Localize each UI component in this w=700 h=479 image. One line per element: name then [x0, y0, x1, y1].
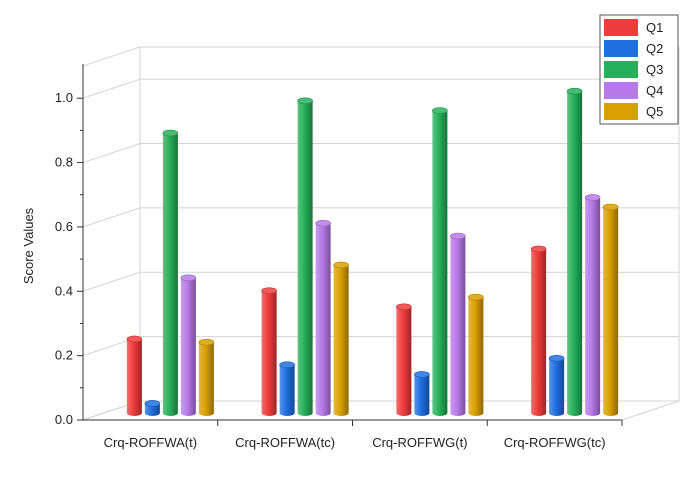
x-tick-label: Crq-ROFFWG(t) — [372, 435, 467, 450]
bar-q4-3 — [450, 232, 466, 416]
legend-swatch-q5 — [604, 103, 638, 120]
bar-body — [198, 342, 214, 416]
bar-body — [567, 91, 583, 416]
bar-cap — [279, 361, 295, 369]
bar-q2-4 — [548, 354, 565, 416]
legend-swatch-q4 — [604, 82, 638, 99]
bar-q2-2 — [279, 361, 295, 416]
bar-q3-2 — [297, 97, 313, 416]
grid-line-side — [82, 271, 141, 292]
bar-q3-1 — [162, 129, 179, 416]
bar-cap — [261, 287, 277, 295]
bar-cap — [180, 274, 197, 282]
bar-body — [531, 248, 547, 416]
bar-body — [432, 110, 448, 416]
bar-body — [468, 297, 484, 416]
bar-q3-3 — [432, 107, 448, 416]
bar-cap — [126, 335, 143, 343]
bar-body — [162, 133, 178, 416]
legend-label-q2: Q2 — [646, 41, 663, 56]
y-tick-label: 0.6 — [55, 219, 73, 234]
y-tick-label: 0.0 — [55, 412, 73, 427]
legend-label-q5: Q5 — [646, 104, 663, 119]
bar-series — [126, 87, 619, 416]
bar-q3-4 — [566, 87, 583, 416]
x-tick-label: Crq-ROFFWG(tc) — [504, 435, 606, 450]
bar-cap — [144, 400, 161, 407]
bar-cap — [548, 354, 565, 362]
bar-body — [450, 236, 466, 416]
bar-body — [279, 364, 295, 416]
x-tick-label: Crq-ROFFWA(tc) — [235, 435, 335, 450]
bar-cap — [333, 261, 349, 269]
bar-body — [396, 306, 412, 416]
bar-q5-1 — [198, 338, 215, 416]
bar-body — [126, 338, 142, 416]
legend-swatch-q1 — [604, 19, 638, 36]
bar-q4-1 — [180, 274, 197, 416]
bar-body — [315, 223, 331, 416]
legend-swatch-q3 — [604, 61, 638, 78]
legend: Q1 Q2 Q3 Q4 Q5 — [599, 14, 679, 125]
grid-line-side — [82, 78, 141, 99]
bar-cap — [297, 97, 313, 105]
bar-cap — [198, 338, 215, 346]
bar-body — [261, 290, 277, 416]
y-tick-label: 1.0 — [55, 90, 73, 105]
y-tick-label: 0.4 — [55, 283, 73, 298]
legend-label-q1: Q1 — [646, 20, 663, 35]
x-tick-label: Crq-ROFFWA(t) — [104, 435, 197, 450]
bar-cap — [450, 232, 466, 240]
bar-q1-2 — [261, 287, 277, 416]
bar-q4-4 — [584, 194, 601, 416]
bar-cap — [315, 219, 331, 227]
bar-body — [414, 374, 430, 416]
y-tick-label: 0.8 — [55, 155, 73, 170]
bar-body — [297, 100, 313, 416]
bar-cap — [414, 371, 430, 378]
bar-cap — [566, 87, 583, 95]
chart-axes — [77, 64, 623, 426]
bar-cap — [602, 203, 619, 211]
bar-cap — [432, 107, 448, 114]
grid-line-side — [82, 143, 141, 164]
grid-line-side — [82, 207, 141, 228]
bar-q5-2 — [333, 261, 349, 416]
legend-label-q3: Q3 — [646, 62, 663, 77]
bar-cap — [396, 303, 412, 311]
bar-body — [603, 207, 619, 416]
bar-body — [333, 264, 349, 416]
legend-label-q4: Q4 — [646, 83, 663, 98]
y-tick-label: 0.2 — [55, 348, 73, 363]
bar-q1-1 — [126, 335, 143, 416]
bar-q2-3 — [414, 371, 430, 416]
bar-cap — [468, 293, 484, 301]
bar-body — [585, 197, 601, 416]
bar-cap — [162, 129, 179, 137]
bar-q5-4 — [602, 203, 619, 416]
bar-body — [144, 403, 160, 416]
bar-q1-3 — [396, 303, 412, 416]
bar-q4-2 — [315, 219, 331, 416]
y-tick-labels: 0.0 0.2 0.4 0.6 0.8 1.0 — [55, 90, 73, 427]
bar-q2-1 — [144, 400, 161, 416]
bar-q1-4 — [530, 245, 547, 416]
bar-body — [549, 358, 565, 416]
bar-body — [180, 277, 196, 416]
y-axis-label: Score Values — [21, 207, 36, 284]
legend-swatch-q2 — [604, 40, 638, 57]
bar-cap — [584, 194, 601, 201]
bar-cap — [530, 245, 547, 253]
x-tick-labels: Crq-ROFFWA(t) Crq-ROFFWA(tc) Crq-ROFFWG(t)… — [104, 435, 606, 450]
bar-q5-3 — [468, 293, 484, 416]
